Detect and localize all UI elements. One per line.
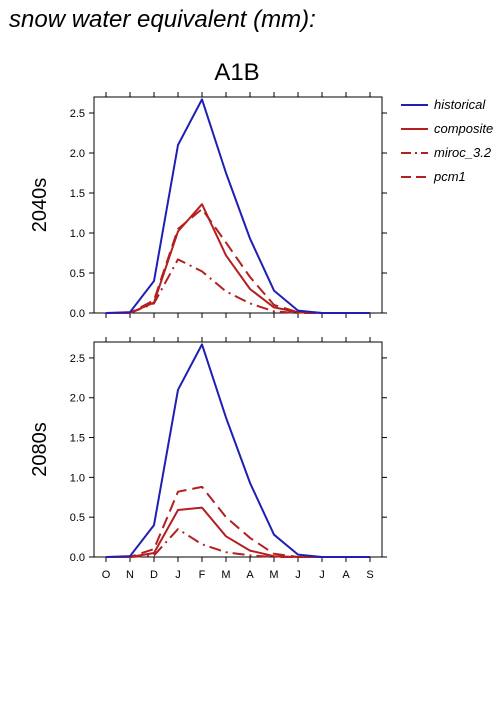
legend-label: pcm1	[433, 169, 466, 184]
legend: historical composite miroc_3.2 pcm1	[401, 97, 493, 184]
x-tick-label: M	[221, 569, 230, 581]
y-tick-label: 0.0	[70, 552, 85, 564]
x-tick-label: O	[102, 569, 111, 581]
series-line-pcm1	[106, 485, 370, 558]
x-tick-label: S	[366, 569, 373, 581]
series-line-miroc-3-2	[106, 258, 370, 314]
scenario-title: A1B	[214, 59, 259, 86]
series-line-historical	[105, 343, 370, 558]
page-title: snow water equivalent (mm):	[9, 6, 316, 33]
y-tick-label: 2.0	[70, 393, 85, 405]
x-tick-label: A	[342, 569, 350, 581]
y-tick-label: 2.0	[70, 148, 85, 160]
series-line-miroc-3-2	[106, 528, 370, 558]
legend-label: composite	[434, 121, 493, 136]
y-tick-label: 1.0	[70, 472, 85, 484]
panel-2040s: 0.0 0.5 1.0 1.5 2.0 2.5 2040s	[29, 92, 387, 320]
x-tick-label: A	[246, 569, 254, 581]
x-tick-label: J	[319, 569, 325, 581]
y-tick-label: 1.5	[70, 188, 85, 200]
legend-label: historical	[434, 97, 486, 112]
y-tick-label: 0.5	[70, 512, 85, 524]
plot-frame	[93, 341, 383, 558]
panel-2080s: 0.0 0.5 1.0 1.5 2.0 2.5 O N D J F M A M J J A S 2080s	[29, 337, 387, 581]
x-tick-label: J	[295, 569, 301, 581]
series-line-composite	[106, 506, 370, 558]
x-tick-label: N	[126, 569, 134, 581]
x-tick-label: M	[269, 569, 278, 581]
series-line-historical	[105, 98, 370, 314]
y-tick-label: 1.5	[70, 433, 85, 445]
y-tick-label: 1.0	[70, 228, 85, 240]
plot-frame	[93, 96, 383, 314]
y-tick-label: 0.0	[70, 308, 85, 320]
y-tick-label: 2.5	[70, 353, 85, 365]
panel-label: 2040s	[29, 178, 51, 233]
legend-label: miroc_3.2	[434, 145, 492, 160]
panel-label: 2080s	[29, 422, 51, 477]
x-tick-label: J	[175, 569, 181, 581]
y-tick-label: 0.5	[70, 268, 85, 280]
y-tick-label: 2.5	[70, 108, 85, 120]
x-tick-label: F	[199, 569, 206, 581]
x-tick-label: D	[150, 569, 158, 581]
